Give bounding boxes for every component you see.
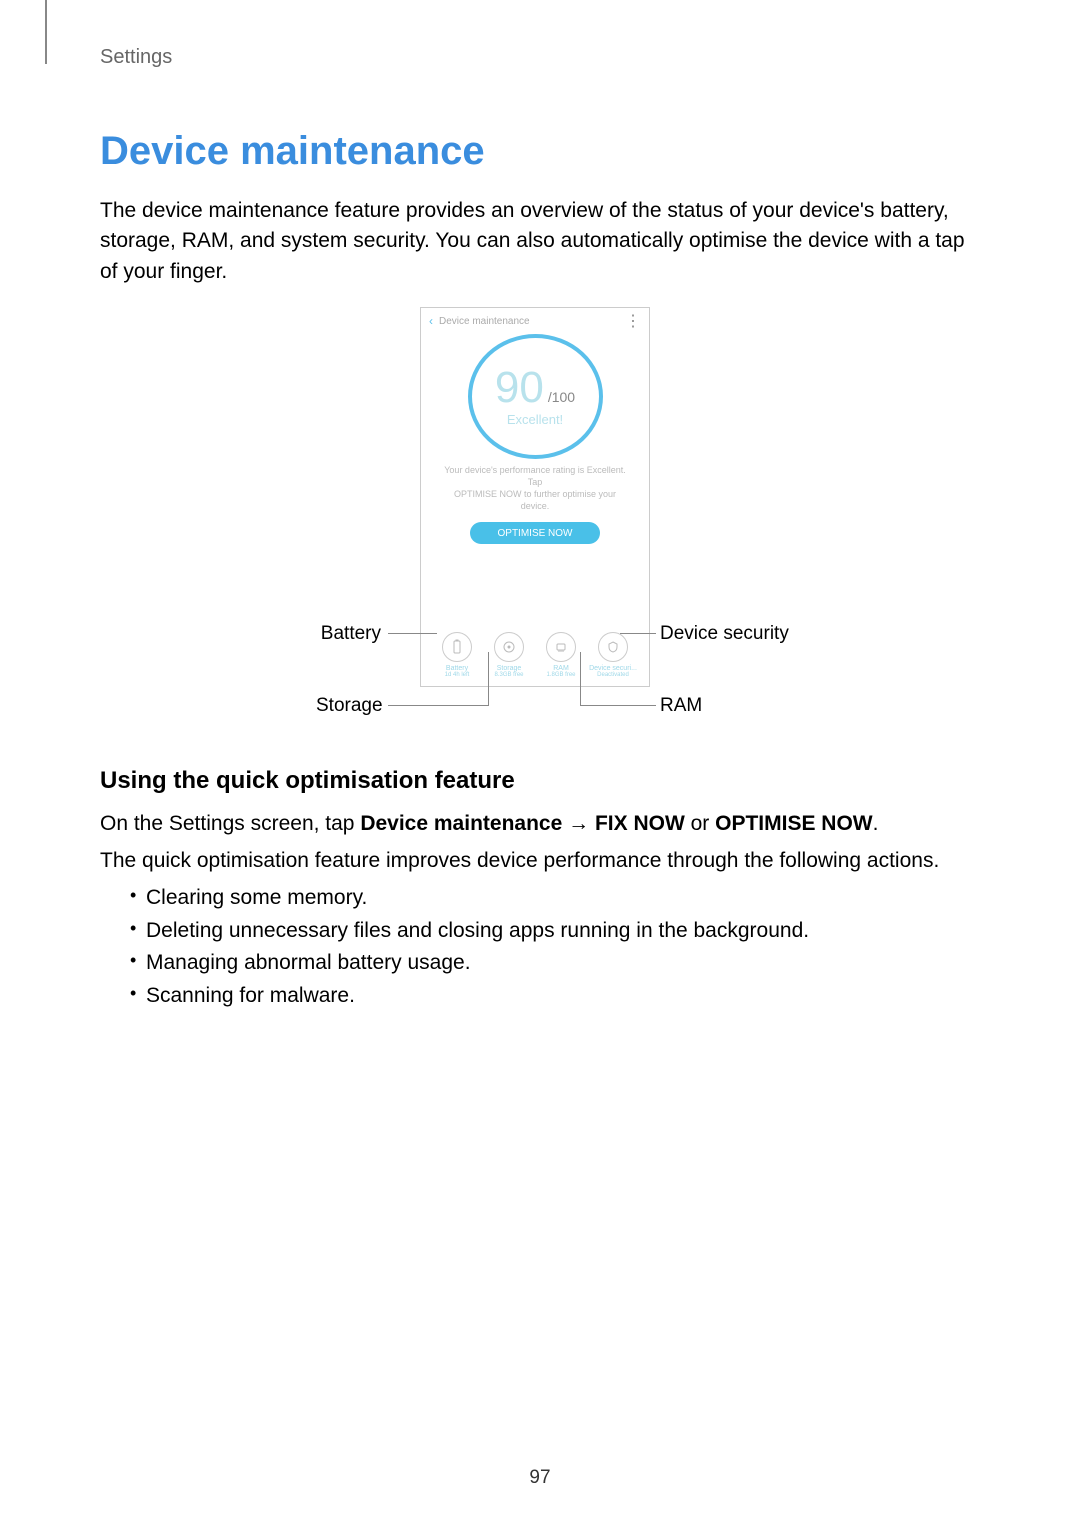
leader-storage-h [388,705,488,706]
header-rule [45,0,47,64]
battery-cell[interactable]: Battery 1d 4h left [432,632,482,679]
list-item: Scanning for malware. [130,980,980,1013]
list-item: Clearing some memory. [130,882,980,915]
leader-ram-v [580,652,581,706]
paragraph-2: The quick optimisation feature improves … [100,846,980,876]
leader-storage-v [488,652,489,706]
callout-ram: RAM [660,695,702,717]
illustration-wrapper: ‹ Device maintenance ⋮ 90 /100 Excellent… [100,307,980,732]
page-title: Device maintenance [100,129,980,174]
security-cell[interactable]: Device securi... Deactivated [588,632,638,679]
score-value: 90 [495,366,544,410]
phone-header: ‹ Device maintenance ⋮ [421,308,649,334]
score-word: Excellent! [507,412,563,427]
ram-label: RAM [553,665,569,673]
page-number: 97 [0,1467,1080,1489]
breadcrumb: Settings [100,30,980,69]
battery-sub: 1d 4h left [445,672,470,678]
optimise-button[interactable]: OPTIMISE NOW [470,522,600,544]
perf-line2: OPTIMISE NOW to further optimise your de… [454,489,616,511]
perf-text: Your device's performance rating is Exce… [421,465,649,512]
leader-battery [388,633,437,634]
instruction-paragraph: On the Settings screen, tap Device maint… [100,809,980,839]
instr-b3: OPTIMISE NOW [715,812,873,835]
shield-icon [598,632,628,662]
storage-sub: 8.3GB free [494,672,523,678]
section-subhead: Using the quick optimisation feature [100,767,980,795]
score-ring: 90 /100 Excellent! [468,334,603,459]
instr-arrow: → [562,812,595,835]
list-item: Managing abnormal battery usage. [130,947,980,980]
list-item: Deleting unnecessary files and closing a… [130,915,980,948]
security-label: Device securi... [589,665,637,673]
intro-paragraph: The device maintenance feature provides … [100,196,980,287]
phone-app-title: Device maintenance [439,316,530,327]
instr-b1: Device maintenance [360,812,562,835]
more-icon[interactable]: ⋮ [625,311,641,331]
perf-line1: Your device's performance rating is Exce… [444,465,625,487]
instr-pre: On the Settings screen, tap [100,812,360,835]
storage-label: Storage [497,665,522,673]
storage-cell[interactable]: Storage 8.3GB free [484,632,534,679]
storage-icon [494,632,524,662]
leader-ram-h [580,705,656,706]
manual-page: Settings Device maintenance The device m… [0,0,1080,1527]
score-area: 90 /100 Excellent! Your device's perform… [421,334,649,544]
callout-storage: Storage [316,695,381,717]
ram-cell[interactable]: RAM 1.8GB free [536,632,586,679]
score-max: /100 [548,389,575,405]
ram-icon [546,632,576,662]
score-line: 90 /100 [495,366,575,410]
phone-mockup: ‹ Device maintenance ⋮ 90 /100 Excellent… [420,307,650,687]
phone-diagram: ‹ Device maintenance ⋮ 90 /100 Excellent… [260,307,820,732]
callout-security: Device security [660,623,789,645]
security-sub: Deactivated [597,672,629,678]
callout-battery: Battery [316,623,381,645]
leader-security [620,633,656,634]
instr-end: . [873,812,879,835]
instr-or: or [685,812,715,835]
battery-icon [442,632,472,662]
battery-label: Battery [446,665,468,673]
ram-sub: 1.8GB free [546,672,575,678]
bullet-list: Clearing some memory. Deleting unnecessa… [100,882,980,1012]
icon-row: Battery 1d 4h left Storage 8.3GB free [421,632,649,679]
back-icon[interactable]: ‹ [429,314,433,328]
instr-b2: FIX NOW [595,812,685,835]
